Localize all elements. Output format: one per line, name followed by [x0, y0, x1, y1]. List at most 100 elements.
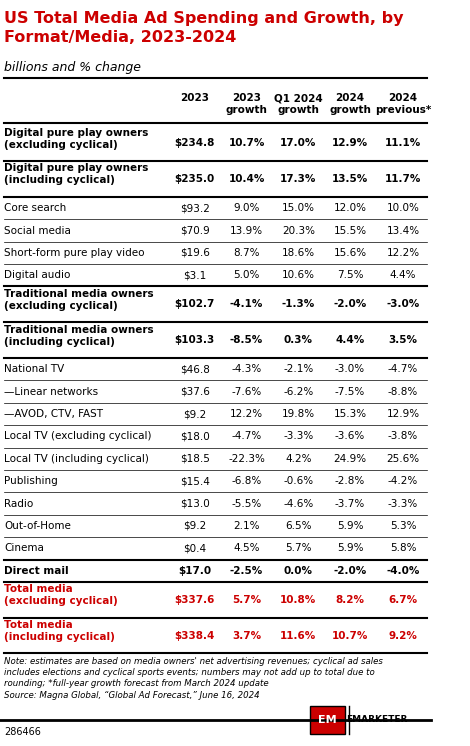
Text: -3.3%: -3.3% [283, 431, 313, 442]
FancyBboxPatch shape [310, 706, 345, 734]
Text: $337.6: $337.6 [175, 595, 215, 605]
Text: 8.2%: 8.2% [336, 595, 365, 605]
Text: 3.5%: 3.5% [389, 335, 417, 345]
Text: 2.1%: 2.1% [233, 521, 260, 531]
Text: 5.7%: 5.7% [232, 595, 261, 605]
Text: 17.3%: 17.3% [280, 174, 316, 184]
Text: -3.0%: -3.0% [386, 299, 420, 310]
Text: 5.7%: 5.7% [285, 543, 312, 554]
Text: 10.8%: 10.8% [280, 595, 316, 605]
Text: Core search: Core search [4, 203, 67, 213]
Text: $19.6: $19.6 [180, 248, 210, 258]
Text: 286466: 286466 [4, 727, 41, 737]
Text: 2024
previous*: 2024 previous* [375, 93, 431, 115]
Text: 8.7%: 8.7% [233, 248, 260, 258]
Text: -2.1%: -2.1% [283, 364, 313, 374]
Text: —AVOD, CTV, FAST: —AVOD, CTV, FAST [4, 409, 103, 419]
Text: 2023
growth: 2023 growth [226, 93, 267, 115]
Text: $103.3: $103.3 [175, 335, 215, 345]
Text: 3.7%: 3.7% [232, 630, 261, 641]
Text: -6.2%: -6.2% [283, 386, 313, 397]
Text: -6.8%: -6.8% [231, 476, 262, 486]
Text: Publishing: Publishing [4, 476, 58, 486]
Text: -2.8%: -2.8% [335, 476, 365, 486]
Text: -2.0%: -2.0% [333, 565, 367, 576]
Text: -8.5%: -8.5% [230, 335, 263, 345]
Text: Out-of-Home: Out-of-Home [4, 521, 71, 531]
Text: -4.7%: -4.7% [388, 364, 418, 374]
Text: 25.6%: 25.6% [386, 454, 420, 464]
Text: 0.0%: 0.0% [284, 565, 313, 576]
Text: $9.2: $9.2 [183, 409, 206, 419]
Text: National TV: National TV [4, 364, 64, 374]
Text: 6.5%: 6.5% [285, 521, 312, 531]
Text: 24.9%: 24.9% [334, 454, 367, 464]
Text: -3.7%: -3.7% [335, 498, 365, 509]
Text: 5.8%: 5.8% [390, 543, 416, 554]
Text: -3.6%: -3.6% [335, 431, 365, 442]
Text: Digital audio: Digital audio [4, 270, 70, 280]
Text: -2.5%: -2.5% [230, 565, 263, 576]
Text: -4.3%: -4.3% [231, 364, 262, 374]
Text: US Total Media Ad Spending and Growth, by
Format/Media, 2023-2024: US Total Media Ad Spending and Growth, b… [4, 11, 404, 45]
Text: 12.2%: 12.2% [230, 409, 263, 419]
Text: Total media
(excluding cyclical): Total media (excluding cyclical) [4, 584, 118, 606]
Text: 9.0%: 9.0% [234, 203, 260, 213]
Text: 11.1%: 11.1% [385, 138, 421, 148]
Text: $9.2: $9.2 [183, 521, 206, 531]
Text: $0.4: $0.4 [183, 543, 206, 554]
Text: Cinema: Cinema [4, 543, 44, 554]
Text: 9.2%: 9.2% [389, 630, 417, 641]
Text: Local TV (excluding cyclical): Local TV (excluding cyclical) [4, 431, 152, 442]
Text: $17.0: $17.0 [178, 565, 212, 576]
Text: EMARKETER: EMARKETER [346, 715, 408, 724]
Text: $15.4: $15.4 [180, 476, 210, 486]
Text: 5.0%: 5.0% [234, 270, 260, 280]
Text: billions and % change: billions and % change [4, 61, 141, 74]
Text: 4.2%: 4.2% [285, 454, 312, 464]
Text: $13.0: $13.0 [180, 498, 210, 509]
Text: 10.7%: 10.7% [332, 630, 368, 641]
Text: Total media
(including cyclical): Total media (including cyclical) [4, 620, 115, 642]
Text: 5.9%: 5.9% [337, 521, 363, 531]
Text: 15.5%: 15.5% [334, 225, 367, 236]
Text: 17.0%: 17.0% [280, 138, 316, 148]
Text: 12.2%: 12.2% [386, 248, 420, 258]
Text: 12.0%: 12.0% [334, 203, 367, 213]
Text: -4.0%: -4.0% [386, 565, 420, 576]
Text: 20.3%: 20.3% [282, 225, 315, 236]
Text: 0.3%: 0.3% [284, 335, 313, 345]
Text: -3.8%: -3.8% [388, 431, 418, 442]
Text: -2.0%: -2.0% [333, 299, 367, 310]
Text: 7.5%: 7.5% [337, 270, 363, 280]
Text: 4.5%: 4.5% [233, 543, 260, 554]
Text: EM: EM [318, 715, 337, 725]
Text: $46.8: $46.8 [180, 364, 210, 374]
Text: 2023: 2023 [180, 93, 209, 103]
Text: $18.5: $18.5 [180, 454, 210, 464]
Text: —Linear networks: —Linear networks [4, 386, 98, 397]
Text: 10.6%: 10.6% [282, 270, 315, 280]
Text: 10.0%: 10.0% [387, 203, 420, 213]
Text: Traditional media owners
(excluding cyclical): Traditional media owners (excluding cycl… [4, 289, 154, 310]
Text: $18.0: $18.0 [180, 431, 210, 442]
Text: 10.4%: 10.4% [228, 174, 265, 184]
Text: 12.9%: 12.9% [386, 409, 420, 419]
Text: $234.8: $234.8 [175, 138, 215, 148]
Text: $93.2: $93.2 [180, 203, 210, 213]
Text: Local TV (including cyclical): Local TV (including cyclical) [4, 454, 149, 464]
Text: $3.1: $3.1 [183, 270, 206, 280]
Text: -4.1%: -4.1% [230, 299, 263, 310]
Text: 13.5%: 13.5% [332, 174, 368, 184]
Text: 13.9%: 13.9% [230, 225, 263, 236]
Text: 5.3%: 5.3% [390, 521, 416, 531]
Text: 18.6%: 18.6% [282, 248, 315, 258]
Text: -22.3%: -22.3% [228, 454, 265, 464]
Text: -8.8%: -8.8% [388, 386, 418, 397]
Text: 19.8%: 19.8% [282, 409, 315, 419]
Text: -0.6%: -0.6% [283, 476, 313, 486]
Text: -7.6%: -7.6% [231, 386, 262, 397]
Text: 2024
growth: 2024 growth [329, 93, 371, 115]
Text: 15.6%: 15.6% [334, 248, 367, 258]
Text: -4.2%: -4.2% [388, 476, 418, 486]
